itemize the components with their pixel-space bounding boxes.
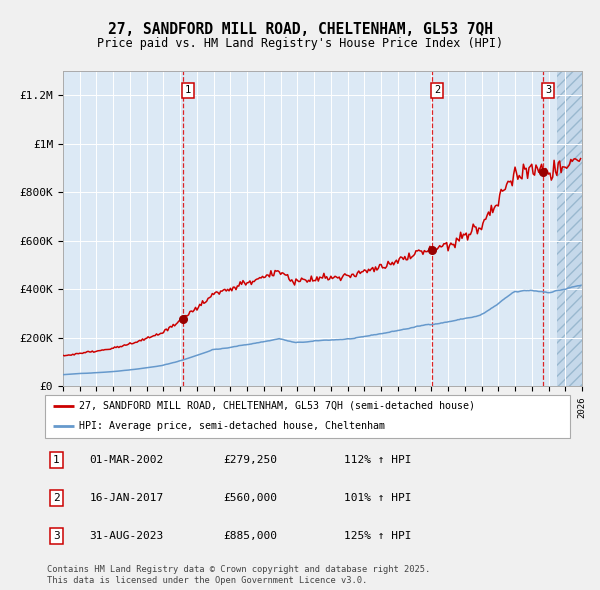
Bar: [557, 71, 582, 386]
Text: 112% ↑ HPI: 112% ↑ HPI: [344, 455, 412, 466]
Text: 16-JAN-2017: 16-JAN-2017: [89, 493, 164, 503]
Text: 27, SANDFORD MILL ROAD, CHELTENHAM, GL53 7QH: 27, SANDFORD MILL ROAD, CHELTENHAM, GL53…: [107, 22, 493, 37]
Text: HPI: Average price, semi-detached house, Cheltenham: HPI: Average price, semi-detached house,…: [79, 421, 385, 431]
Text: £279,250: £279,250: [223, 455, 277, 466]
Text: 125% ↑ HPI: 125% ↑ HPI: [344, 531, 412, 541]
Text: 1: 1: [185, 86, 191, 96]
Text: £885,000: £885,000: [223, 531, 277, 541]
Text: £560,000: £560,000: [223, 493, 277, 503]
Text: 2: 2: [434, 86, 440, 96]
Text: 3: 3: [53, 531, 60, 541]
Text: 3: 3: [545, 86, 551, 96]
Text: Contains HM Land Registry data © Crown copyright and database right 2025.
This d: Contains HM Land Registry data © Crown c…: [47, 565, 430, 585]
Text: 101% ↑ HPI: 101% ↑ HPI: [344, 493, 412, 503]
Text: Price paid vs. HM Land Registry's House Price Index (HPI): Price paid vs. HM Land Registry's House …: [97, 37, 503, 50]
FancyBboxPatch shape: [45, 395, 570, 438]
Text: 31-AUG-2023: 31-AUG-2023: [89, 531, 164, 541]
Text: 2: 2: [53, 493, 60, 503]
Text: 1: 1: [53, 455, 60, 466]
Text: 01-MAR-2002: 01-MAR-2002: [89, 455, 164, 466]
Text: 27, SANDFORD MILL ROAD, CHELTENHAM, GL53 7QH (semi-detached house): 27, SANDFORD MILL ROAD, CHELTENHAM, GL53…: [79, 401, 475, 411]
